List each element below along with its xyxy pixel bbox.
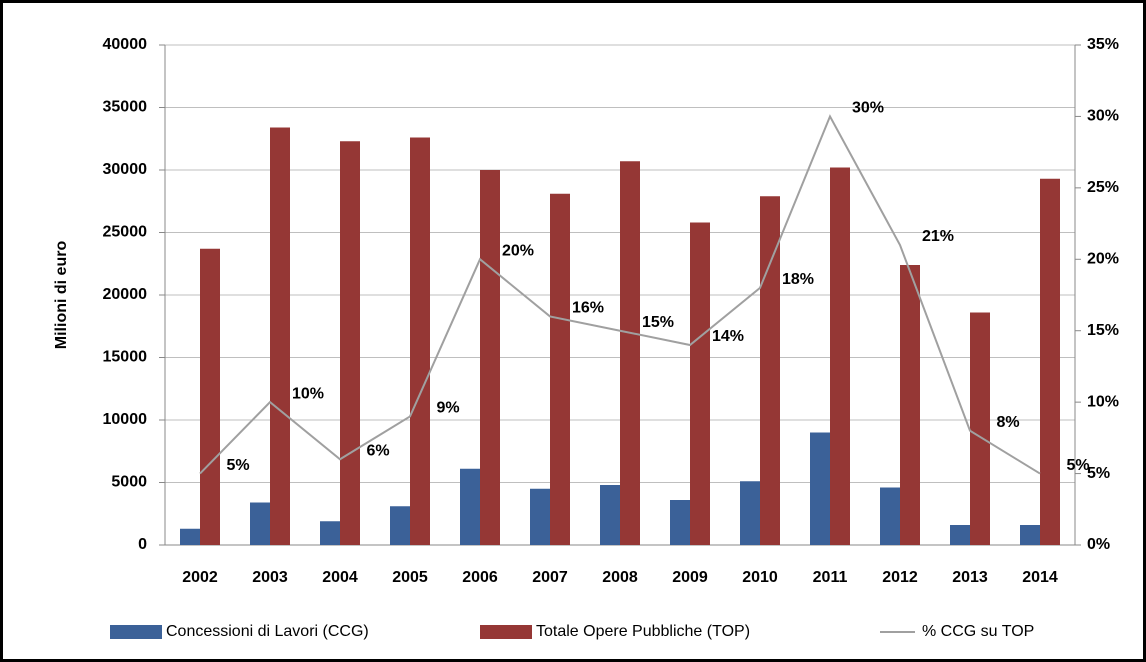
- x-tick-label: 2005: [392, 569, 428, 586]
- x-tick-label: 2010: [742, 569, 778, 586]
- bar: [760, 196, 780, 545]
- legend-swatch: [110, 625, 162, 639]
- bar: [880, 487, 900, 545]
- y2-tick-label: 25%: [1087, 179, 1119, 196]
- bar: [600, 485, 620, 545]
- bar: [530, 488, 550, 545]
- data-label: 5%: [226, 457, 249, 474]
- bar: [480, 170, 500, 545]
- y2-tick-label: 20%: [1087, 251, 1119, 268]
- y-tick-label: 35000: [103, 99, 148, 116]
- data-label: 15%: [642, 314, 674, 331]
- bar: [550, 193, 570, 545]
- y2-tick-label: 5%: [1087, 465, 1110, 482]
- x-tick-label: 2002: [182, 569, 218, 586]
- x-tick-label: 2011: [813, 569, 848, 586]
- x-tick-label: 2012: [882, 569, 918, 586]
- x-tick-label: 2008: [602, 569, 638, 586]
- y2-tick-label: 35%: [1087, 36, 1119, 53]
- x-tick-label: 2007: [532, 569, 568, 586]
- bar: [340, 141, 360, 545]
- data-label: 20%: [502, 243, 534, 260]
- bar: [180, 528, 200, 545]
- bar: [390, 506, 410, 545]
- legend-label: Concessioni di Lavori (CCG): [166, 623, 369, 640]
- x-tick-label: 2003: [252, 569, 288, 586]
- y-tick-label: 30000: [103, 161, 148, 178]
- y-tick-label: 0: [138, 536, 147, 553]
- bar: [950, 525, 970, 545]
- y2-tick-label: 0%: [1087, 536, 1110, 553]
- data-label: 6%: [366, 443, 389, 460]
- bar: [690, 222, 710, 545]
- x-tick-label: 2009: [672, 569, 708, 586]
- line: [199, 114, 1041, 475]
- y-tick-label: 15000: [103, 349, 148, 366]
- y2-tick-label: 10%: [1087, 393, 1119, 410]
- data-label: 18%: [782, 271, 814, 288]
- x-tick-label: 2013: [952, 569, 988, 586]
- y-tick-label: 10000: [103, 411, 148, 428]
- bar: [620, 161, 640, 545]
- y-tick-label: 40000: [103, 36, 148, 53]
- data-label: 16%: [572, 300, 604, 317]
- y-tick-label: 25000: [103, 224, 148, 241]
- bar: [810, 432, 830, 545]
- data-label: 10%: [292, 385, 324, 402]
- legend-label: % CCG su TOP: [922, 623, 1034, 640]
- bar: [320, 521, 340, 545]
- x-tick-label: 2006: [462, 569, 498, 586]
- legend-label: Totale Opere Pubbliche (TOP): [536, 623, 750, 640]
- bar: [900, 265, 920, 545]
- data-label: 9%: [436, 400, 459, 417]
- data-label: 5%: [1066, 457, 1089, 474]
- x-tick-label: 2014: [1022, 569, 1058, 586]
- data-label: 21%: [922, 228, 954, 245]
- bar: [250, 502, 270, 545]
- x-tick-label: 2004: [322, 569, 358, 586]
- y-tick-label: 20000: [103, 286, 148, 303]
- bar: [270, 127, 290, 545]
- bar: [740, 481, 760, 545]
- bar: [460, 468, 480, 545]
- bar: [1040, 178, 1060, 545]
- data-label: 8%: [996, 414, 1019, 431]
- data-label: 30%: [852, 100, 884, 117]
- bar: [970, 312, 990, 545]
- y-axis-title: Milioni di euro: [53, 241, 70, 350]
- bar: [1020, 525, 1040, 545]
- data-label: 14%: [712, 328, 744, 345]
- bar: [670, 500, 690, 545]
- bar: [410, 137, 430, 545]
- bar: [200, 248, 220, 545]
- legend-swatch: [480, 625, 532, 639]
- y-tick-label: 5000: [111, 474, 147, 491]
- bar: [830, 167, 850, 545]
- y2-tick-label: 30%: [1087, 108, 1119, 125]
- y2-tick-label: 15%: [1087, 322, 1119, 339]
